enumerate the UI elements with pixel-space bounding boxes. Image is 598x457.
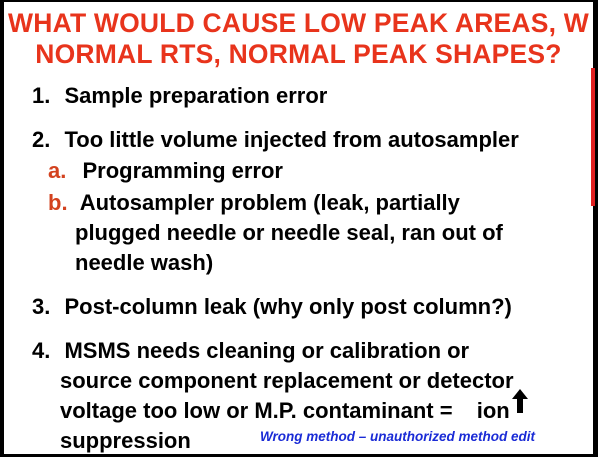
- list-text: Too little volume injected from autosamp…: [64, 127, 519, 152]
- list-item-3: 3. Post-column leak (why only post colum…: [32, 293, 512, 320]
- sub-text: Autosampler problem (leak, partially: [79, 190, 460, 215]
- list-number: 4.: [32, 338, 51, 363]
- sub-item-2a: a. Programming error: [48, 157, 283, 184]
- list-item-4-line-4: suppression: [60, 428, 191, 453]
- list-text: Sample preparation error: [64, 83, 328, 108]
- sub-item-2b: b. Autosampler problem (leak, partially: [48, 189, 460, 216]
- sub-item-2b-line-3: needle wash): [75, 250, 214, 275]
- list-text: Post-column leak (why only post column?): [64, 294, 512, 319]
- sub-text: Programming error: [82, 158, 283, 183]
- title-line-1: WHAT WOULD CAUSE LOW PEAK AREAS, W: [8, 8, 589, 38]
- list-item-4-line-3-text: voltage too low or M.P. contaminant =: [60, 398, 459, 423]
- list-item-4: 4. MSMS needs cleaning or calibration or: [32, 337, 469, 364]
- list-item-4-line-3: voltage too low or M.P. contaminant = io…: [60, 397, 510, 424]
- annotation-note: Wrong method – unauthorized method edit: [260, 429, 535, 444]
- up-arrow-icon: [512, 389, 528, 413]
- list-number: 3.: [32, 294, 51, 319]
- accent-bar: [591, 68, 595, 206]
- list-text: MSMS needs cleaning or calibration or: [64, 338, 470, 363]
- title-line-2: NORMAL RTS, NORMAL PEAK SHAPES?: [35, 39, 562, 69]
- list-item-2: 2. Too little volume injected from autos…: [32, 126, 519, 153]
- list-item-1: 1. Sample preparation error: [32, 82, 327, 109]
- sub-item-2b-line-2: plugged needle or needle seal, ran out o…: [75, 220, 503, 245]
- list-item-4-line-3-ion: ion: [476, 398, 510, 423]
- list-item-4-line-2: source component replacement or detector: [60, 368, 514, 393]
- presentation-slide: WHAT WOULD CAUSE LOW PEAK AREAS, W NORMA…: [4, 2, 593, 454]
- sub-letter: b.: [48, 190, 68, 215]
- slide-title: WHAT WOULD CAUSE LOW PEAK AREAS, W NORMA…: [4, 8, 593, 70]
- sub-letter: a.: [48, 158, 67, 183]
- list-number: 2.: [32, 127, 51, 152]
- list-number: 1.: [32, 83, 51, 108]
